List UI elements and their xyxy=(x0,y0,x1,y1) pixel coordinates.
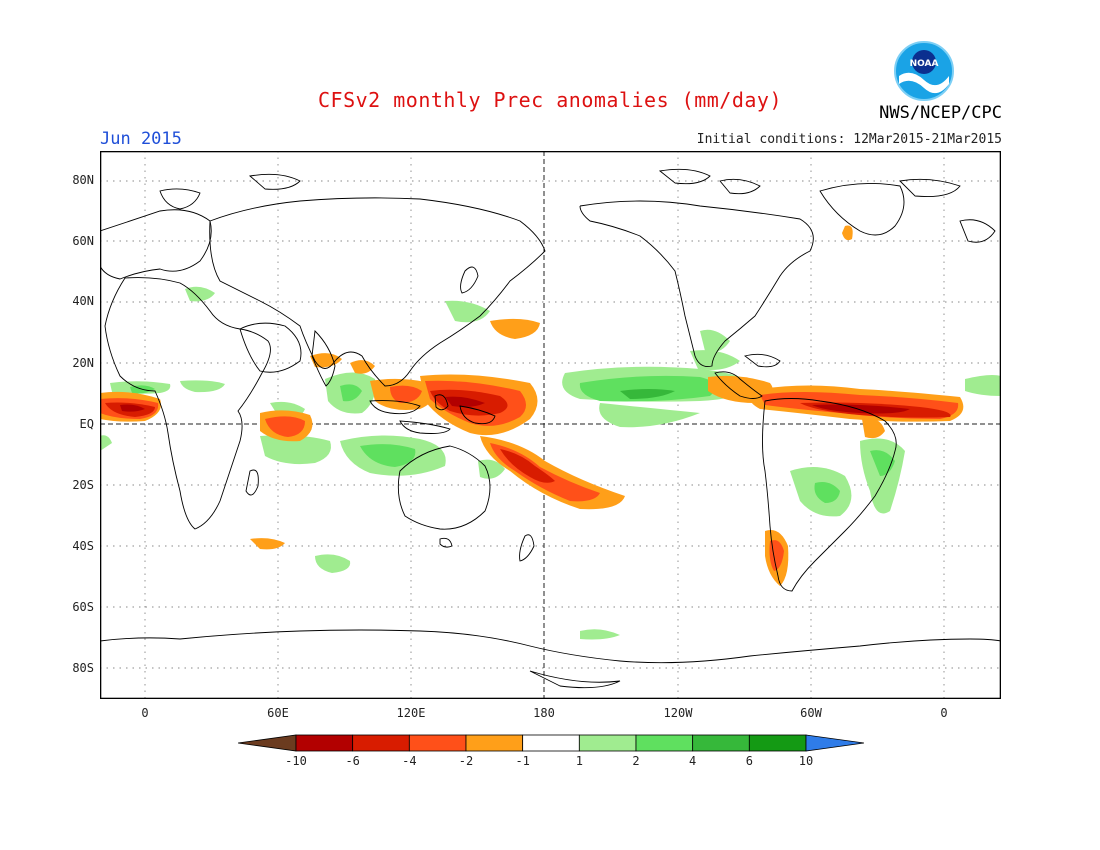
gridlines xyxy=(100,151,1001,699)
lon-label-120e: 120E xyxy=(396,706,426,720)
colorbar-tick-label: 10 xyxy=(799,754,813,768)
colorbar-swatch xyxy=(635,734,694,752)
organization-label: NWS/NCEP/CPC xyxy=(879,103,1002,123)
colorbar-swatch xyxy=(408,734,467,752)
colorbar-swatch xyxy=(692,734,750,752)
lat-label-60n: 60N xyxy=(72,234,94,248)
colorbar-tick-label: -10 xyxy=(285,754,307,768)
map-panel xyxy=(100,151,1001,699)
colorbar-tick-label: -4 xyxy=(402,754,416,768)
colorbar-extend-high xyxy=(805,734,864,752)
lon-label-120w: 120W xyxy=(663,706,693,720)
colorbar-swatch xyxy=(295,734,354,752)
lat-label-80n: 80N xyxy=(72,173,94,187)
colorbar-tick-label: 2 xyxy=(632,754,639,768)
lon-label-180: 180 xyxy=(533,706,555,720)
colorbar-segments xyxy=(238,734,864,752)
noaa-logo: NOAA xyxy=(893,40,955,102)
colorbar-tick-label: 1 xyxy=(576,754,583,768)
lat-label-60s: 60S xyxy=(72,600,94,614)
anomaly-shading xyxy=(100,225,1001,640)
logo-text: NOAA xyxy=(910,59,939,69)
forecast-month: Jun 2015 xyxy=(100,129,182,149)
colorbar-swatch xyxy=(578,734,637,752)
colorbar-tick-label: 4 xyxy=(689,754,696,768)
lon-label-0: 0 xyxy=(141,706,149,720)
lon-label-60w: 60W xyxy=(800,706,822,720)
initial-conditions: Initial conditions: 12Mar2015-21Mar2015 xyxy=(696,132,1002,147)
lat-label-20s: 20S xyxy=(72,478,94,492)
colorbar-swatch xyxy=(748,734,807,752)
lat-label-40n: 40N xyxy=(72,294,94,308)
lat-label-eq: EQ xyxy=(79,417,94,431)
lon-label-60e: 60E xyxy=(267,706,289,720)
lat-label-40s: 40S xyxy=(72,539,94,553)
lat-label-20n: 20N xyxy=(72,356,94,370)
colorbar: -10 -6 -4 -2 -1 1 2 4 6 10 xyxy=(238,734,864,768)
colorbar-swatch xyxy=(352,734,410,752)
colorbar-ticks: -10 -6 -4 -2 -1 1 2 4 6 10 xyxy=(285,754,813,768)
colorbar-tick-label: 6 xyxy=(746,754,753,768)
coastlines xyxy=(100,168,1001,689)
colorbar-tick-label: -6 xyxy=(345,754,359,768)
map-title: CFSv2 monthly Prec anomalies (mm/day) xyxy=(317,88,783,112)
colorbar-extend-low xyxy=(238,734,297,752)
colorbar-tick-label: -1 xyxy=(515,754,529,768)
lon-label-0-east: 0 xyxy=(940,706,948,720)
lat-label-80s: 80S xyxy=(72,661,94,675)
colorbar-swatch xyxy=(522,734,580,752)
colorbar-tick-label: -2 xyxy=(459,754,473,768)
colorbar-swatch xyxy=(465,734,524,752)
